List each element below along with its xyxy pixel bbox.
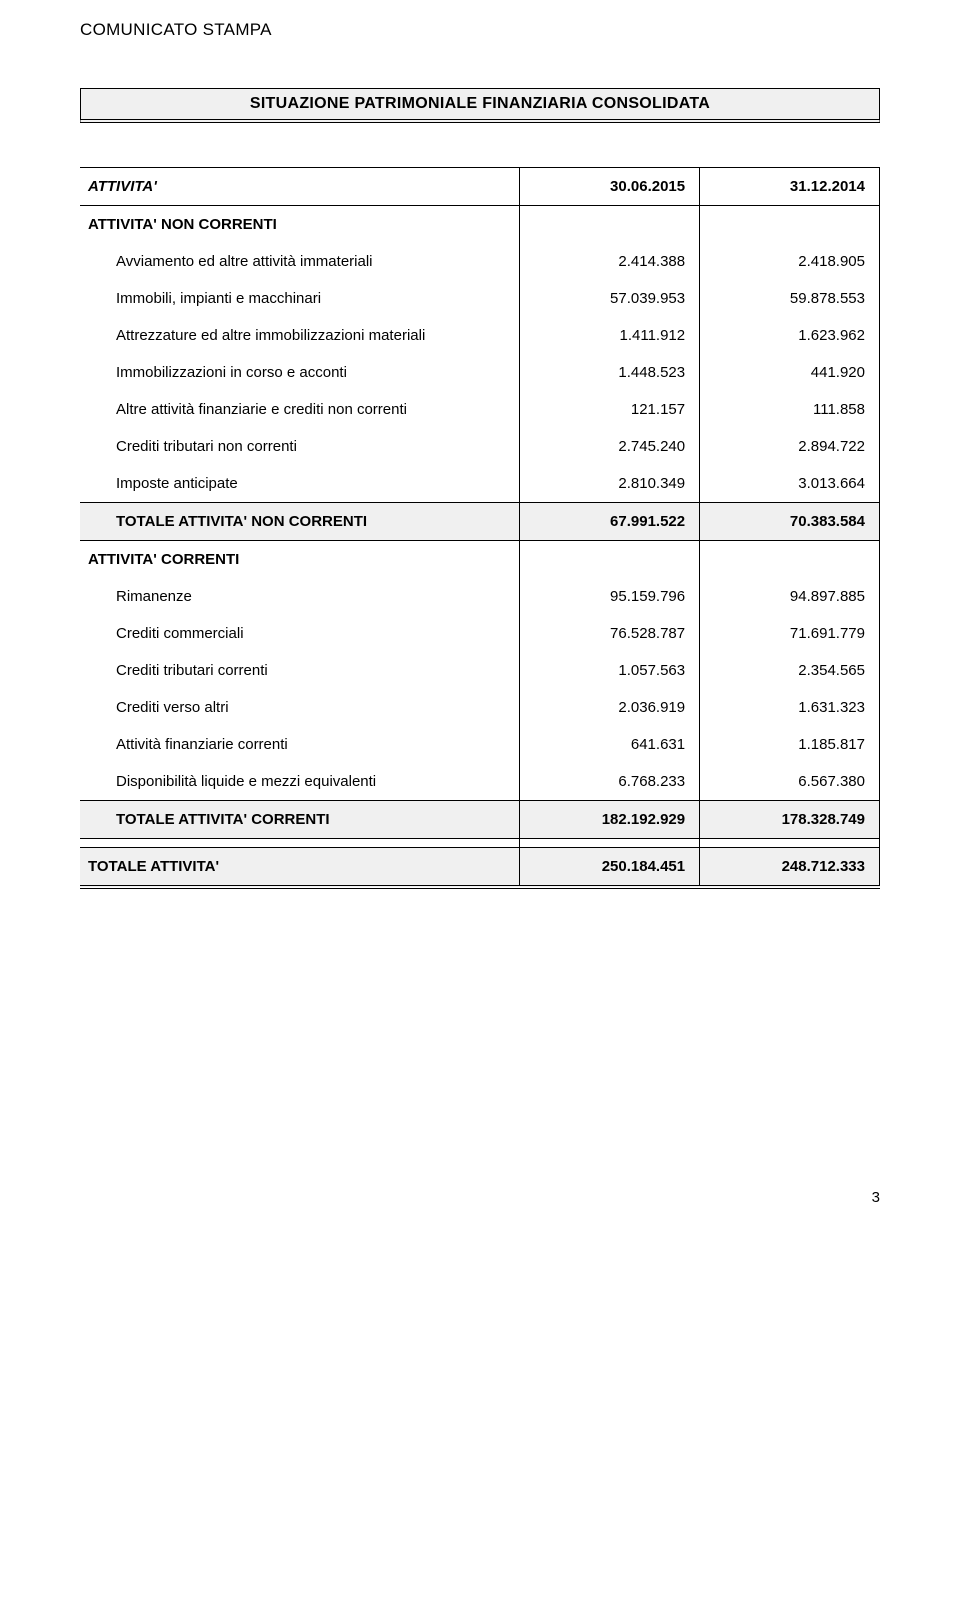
row-label: Immobili, impianti e macchinari xyxy=(80,280,520,317)
row-value-a: 6.768.233 xyxy=(520,763,700,801)
row-value-a: 641.631 xyxy=(520,726,700,763)
row-value-a: 1.448.523 xyxy=(520,354,700,391)
document-header: COMUNICATO STAMPA xyxy=(80,20,880,40)
table-row: Attrezzature ed altre immobilizzazioni m… xyxy=(80,317,880,354)
grand-total-a: 250.184.451 xyxy=(520,848,700,888)
document-title: SITUAZIONE PATRIMONIALE FINANZIARIA CONS… xyxy=(80,88,880,123)
section-label: ATTIVITA' CORRENTI xyxy=(80,541,520,579)
total-value-a: 182.192.929 xyxy=(520,801,700,839)
row-label: Crediti verso altri xyxy=(80,689,520,726)
table-row: Crediti verso altri 2.036.919 1.631.323 xyxy=(80,689,880,726)
row-value-b: 71.691.779 xyxy=(700,615,880,652)
row-value-a: 76.528.787 xyxy=(520,615,700,652)
row-value-b: 2.418.905 xyxy=(700,243,880,280)
table-header-row: ATTIVITA' 30.06.2015 31.12.2014 xyxy=(80,168,880,206)
grand-total-row: TOTALE ATTIVITA' 250.184.451 248.712.333 xyxy=(80,848,880,888)
table-row: Attività finanziarie correnti 641.631 1.… xyxy=(80,726,880,763)
row-label: Disponibilità liquide e mezzi equivalent… xyxy=(80,763,520,801)
row-value-a: 2.414.388 xyxy=(520,243,700,280)
row-value-a: 2.810.349 xyxy=(520,465,700,503)
total-current-row: TOTALE ATTIVITA' CORRENTI 182.192.929 17… xyxy=(80,801,880,839)
row-value-b: 111.858 xyxy=(700,391,880,428)
total-label: TOTALE ATTIVITA' CORRENTI xyxy=(80,801,520,839)
row-value-a: 2.036.919 xyxy=(520,689,700,726)
row-value-a: 1.411.912 xyxy=(520,317,700,354)
row-value-a: 1.057.563 xyxy=(520,652,700,689)
row-value-b: 1.623.962 xyxy=(700,317,880,354)
row-label: Crediti tributari correnti xyxy=(80,652,520,689)
row-value-b: 2.354.565 xyxy=(700,652,880,689)
table-row: Disponibilità liquide e mezzi equivalent… xyxy=(80,763,880,801)
cell xyxy=(700,541,880,579)
row-label: Imposte anticipate xyxy=(80,465,520,503)
row-value-b: 441.920 xyxy=(700,354,880,391)
row-label: Crediti tributari non correnti xyxy=(80,428,520,465)
total-value-b: 178.328.749 xyxy=(700,801,880,839)
grand-total-b: 248.712.333 xyxy=(700,848,880,888)
cell xyxy=(520,206,700,244)
section-non-current: ATTIVITA' NON CORRENTI xyxy=(80,206,880,244)
table-row: Imposte anticipate 2.810.349 3.013.664 xyxy=(80,465,880,503)
table-row: Crediti commerciali 76.528.787 71.691.77… xyxy=(80,615,880,652)
cell xyxy=(700,206,880,244)
table-row: Immobilizzazioni in corso e acconti 1.44… xyxy=(80,354,880,391)
table-row: Crediti tributari non correnti 2.745.240… xyxy=(80,428,880,465)
page-number: 3 xyxy=(80,1189,880,1206)
row-value-b: 94.897.885 xyxy=(700,578,880,615)
table-row: Crediti tributari correnti 1.057.563 2.3… xyxy=(80,652,880,689)
date-column-a: 30.06.2015 xyxy=(520,168,700,206)
row-value-b: 59.878.553 xyxy=(700,280,880,317)
grand-total-label: TOTALE ATTIVITA' xyxy=(80,848,520,888)
total-non-current-row: TOTALE ATTIVITA' NON CORRENTI 67.991.522… xyxy=(80,503,880,541)
row-label: Attrezzature ed altre immobilizzazioni m… xyxy=(80,317,520,354)
row-label: Rimanenze xyxy=(80,578,520,615)
table-row: Altre attività finanziarie e crediti non… xyxy=(80,391,880,428)
total-value-a: 67.991.522 xyxy=(520,503,700,541)
row-value-b: 3.013.664 xyxy=(700,465,880,503)
row-value-b: 2.894.722 xyxy=(700,428,880,465)
row-value-a: 95.159.796 xyxy=(520,578,700,615)
row-label: Crediti commerciali xyxy=(80,615,520,652)
table-row: Immobili, impianti e macchinari 57.039.9… xyxy=(80,280,880,317)
row-value-a: 57.039.953 xyxy=(520,280,700,317)
spacer-row xyxy=(80,839,880,848)
section-label: ATTIVITA' NON CORRENTI xyxy=(80,206,520,244)
row-label: Attività finanziarie correnti xyxy=(80,726,520,763)
balance-sheet-table: ATTIVITA' 30.06.2015 31.12.2014 ATTIVITA… xyxy=(80,167,880,889)
table-row: Avviamento ed altre attività immateriali… xyxy=(80,243,880,280)
cell xyxy=(520,541,700,579)
total-label: TOTALE ATTIVITA' NON CORRENTI xyxy=(80,503,520,541)
table-row: Rimanenze 95.159.796 94.897.885 xyxy=(80,578,880,615)
row-value-a: 121.157 xyxy=(520,391,700,428)
asset-column-header: ATTIVITA' xyxy=(80,168,520,206)
section-current: ATTIVITA' CORRENTI xyxy=(80,541,880,579)
total-value-b: 70.383.584 xyxy=(700,503,880,541)
row-value-b: 1.631.323 xyxy=(700,689,880,726)
row-value-a: 2.745.240 xyxy=(520,428,700,465)
row-label: Immobilizzazioni in corso e acconti xyxy=(80,354,520,391)
row-value-b: 6.567.380 xyxy=(700,763,880,801)
row-label: Altre attività finanziarie e crediti non… xyxy=(80,391,520,428)
date-column-b: 31.12.2014 xyxy=(700,168,880,206)
row-label: Avviamento ed altre attività immateriali xyxy=(80,243,520,280)
row-value-b: 1.185.817 xyxy=(700,726,880,763)
